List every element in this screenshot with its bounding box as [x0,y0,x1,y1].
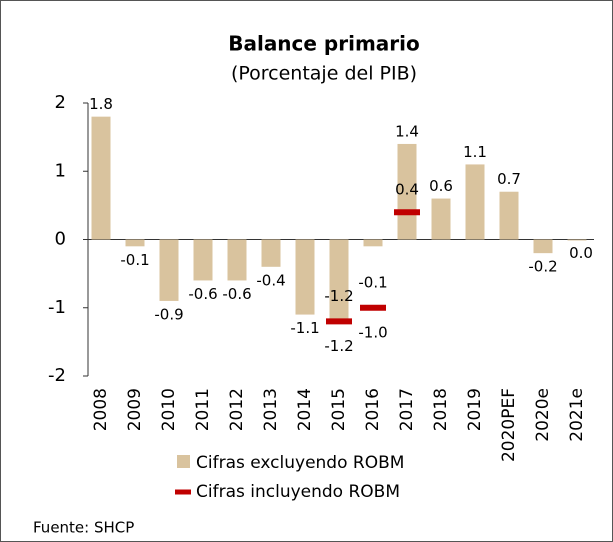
marker-label: 0.4 [395,181,419,199]
bar-label: -0.6 [222,285,251,303]
x-tick-label: 2010 [159,388,179,431]
bar-label: 0.7 [497,170,521,188]
y-tick-label: 0 [55,229,66,250]
x-tick-label: 2021e [567,388,587,442]
bar-label: 1.8 [89,95,113,113]
bar-label: -1.1 [290,319,319,337]
x-tick-label: 2013 [261,388,281,431]
x-tick-label: 2020PEF [499,388,519,462]
legend-swatch [177,455,190,468]
bar [91,116,111,240]
bar-label: -0.6 [188,285,217,303]
bar-label: -0.1 [120,251,149,269]
bar [227,239,247,281]
legend-label: Cifras excluyendo ROBM [196,453,404,473]
y-tick-label: -2 [48,365,66,386]
x-tick-label: 2015 [329,388,349,431]
bar [567,239,587,241]
bar [363,239,383,247]
bar-label: 0.6 [429,177,453,195]
chart-title: Balance primario [228,32,420,56]
bar [159,239,179,301]
x-tick-label: 2019 [465,388,485,431]
source: Fuente: SHCP [33,519,134,537]
x-tick-label: 2014 [295,388,315,431]
bar-label: 1.4 [395,122,419,140]
bar [261,239,281,267]
marker-label: -1.2 [324,337,353,355]
bar [499,191,519,240]
bar-label: -0.1 [358,273,387,291]
y-tick-label: 2 [55,92,66,113]
bar-label: -0.9 [154,305,183,323]
y-tick-label: -1 [48,297,66,318]
marker-label: -1.0 [358,323,387,341]
x-tick-label: 2016 [363,388,383,431]
bar [295,239,315,315]
bar [125,239,145,247]
bar-label: -1.2 [324,287,353,305]
bar [465,164,485,240]
bar-label: 1.1 [463,143,487,161]
bar [193,239,213,281]
bar-label: -0.2 [528,258,557,276]
x-tick-label: 2009 [125,388,145,431]
x-tick-label: 2020e [533,388,553,442]
chart-subtitle: (Porcentaje del PIB) [231,63,417,85]
x-tick-label: 2017 [397,388,417,431]
bar-label: -0.4 [256,271,285,289]
bar [431,198,451,240]
x-tick-label: 2018 [431,388,451,431]
x-tick-label: 2008 [91,388,111,431]
y-tick-label: 1 [55,160,66,181]
legend-label: Cifras incluyendo ROBM [196,482,400,502]
bar [397,143,417,240]
x-tick-label: 2012 [227,388,247,431]
bar-label: 0.0 [569,244,593,262]
bar [329,239,349,322]
x-tick-label: 2011 [193,388,213,431]
bar [533,239,553,254]
